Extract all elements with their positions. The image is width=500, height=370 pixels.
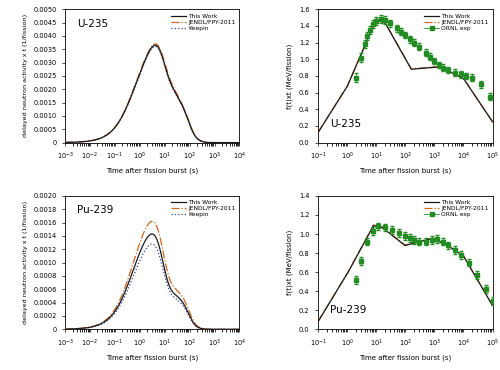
Legend: This Work, JENDL/FPY-2011, Keepin: This Work, JENDL/FPY-2011, Keepin [170,199,236,219]
Text: U-235: U-235 [77,18,108,28]
X-axis label: Time after fission burst (s): Time after fission burst (s) [106,168,198,174]
Text: U-235: U-235 [330,119,362,129]
X-axis label: Time after fission burst (s): Time after fission burst (s) [359,168,452,174]
Y-axis label: delayed neutron activity x t (1/fission): delayed neutron activity x t (1/fission) [22,14,28,138]
Legend: This Work, JENDL/FPY-2011, Keepin: This Work, JENDL/FPY-2011, Keepin [170,12,236,32]
Legend: This Work, JENDL/FPY-2011, ORNL exp: This Work, JENDL/FPY-2011, ORNL exp [423,12,490,32]
X-axis label: Time after fission burst (s): Time after fission burst (s) [359,354,452,361]
Text: Pu-239: Pu-239 [330,305,366,315]
Legend: This Work, JENDL/FPY-2011, ORNL exp: This Work, JENDL/FPY-2011, ORNL exp [423,199,490,219]
Y-axis label: f(t)xt (MeV/fission): f(t)xt (MeV/fission) [287,230,294,295]
Y-axis label: f(t)xt (MeV/fission): f(t)xt (MeV/fission) [287,43,294,108]
Text: Pu-239: Pu-239 [77,205,114,215]
X-axis label: Time after fission burst (s): Time after fission burst (s) [106,354,198,361]
Y-axis label: delayed neutron activity x t (1/fission): delayed neutron activity x t (1/fission) [22,201,28,324]
